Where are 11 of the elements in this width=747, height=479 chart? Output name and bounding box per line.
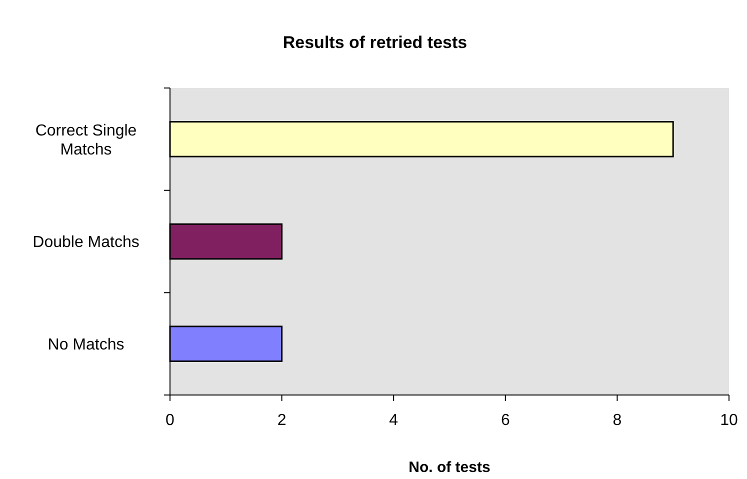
x-tick-label: 6 xyxy=(500,412,510,429)
x-tick-label: 8 xyxy=(612,412,622,429)
x-tick-label: 0 xyxy=(166,412,175,429)
x-axis-title: No. of tests xyxy=(408,459,490,476)
x-tick-label: 10 xyxy=(720,412,738,429)
y-tick-label: Double Matchs xyxy=(32,234,140,252)
chart-title: Results of retried tests xyxy=(282,33,468,52)
y-tick-label: Correct Single Matchs xyxy=(35,122,137,158)
y-tick-label: No Matchs xyxy=(48,336,124,354)
x-tick-label: 2 xyxy=(277,412,286,429)
x-tick-label: 4 xyxy=(389,412,398,429)
